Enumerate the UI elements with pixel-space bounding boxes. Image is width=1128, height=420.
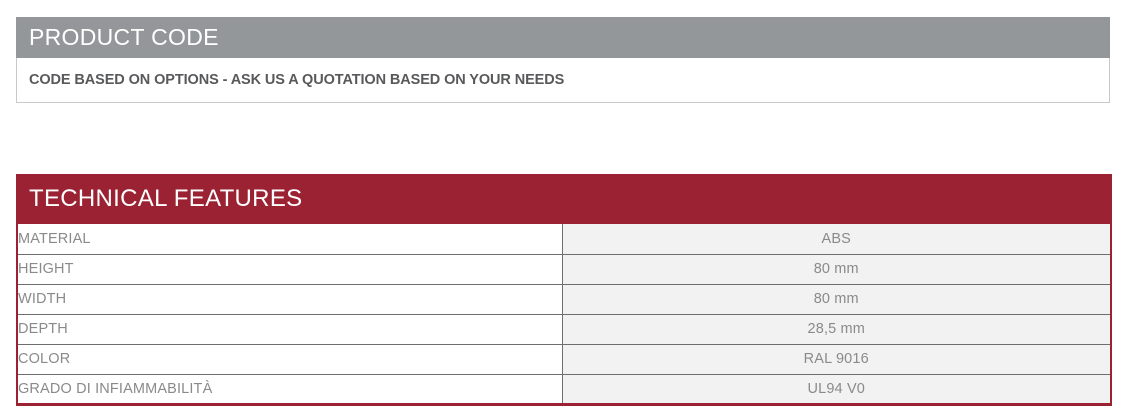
technical-features-table: MATERIAL ABS HEIGHT 80 mm WIDTH 80 mm DE… [16,224,1112,406]
table-row: COLOR RAL 9016 [17,344,1111,375]
spec-value: RAL 9016 [562,344,1111,375]
spec-value: ABS [562,224,1111,255]
spec-label: GRADO DI INFIAMMABILITÀ [17,374,563,404]
spec-value: 80 mm [562,284,1111,315]
product-code-description: CODE BASED ON OPTIONS - ASK US A QUOTATI… [29,72,565,88]
spec-label: HEIGHT [17,254,563,285]
product-code-header: PRODUCT CODE [16,17,1110,58]
spec-label: WIDTH [17,284,563,315]
technical-features-header: TECHNICAL FEATURES [16,174,1112,224]
table-row: MATERIAL ABS [17,224,1111,255]
table-row: GRADO DI INFIAMMABILITÀ UL94 V0 [17,374,1111,404]
product-code-panel: PRODUCT CODE CODE BASED ON OPTIONS - ASK… [16,17,1110,103]
spec-value: 28,5 mm [562,314,1111,345]
product-code-title: PRODUCT CODE [29,24,219,50]
spec-value: UL94 V0 [562,374,1111,404]
spec-value: 80 mm [562,254,1111,285]
table-row: DEPTH 28,5 mm [17,314,1111,345]
spec-label: MATERIAL [17,224,563,255]
spec-label: DEPTH [17,314,563,345]
technical-features-panel: TECHNICAL FEATURES MATERIAL ABS HEIGHT 8… [16,174,1112,406]
spec-label: COLOR [17,344,563,375]
technical-features-table-body: MATERIAL ABS HEIGHT 80 mm WIDTH 80 mm DE… [17,224,1111,404]
product-code-body: CODE BASED ON OPTIONS - ASK US A QUOTATI… [16,58,1110,103]
technical-features-title: TECHNICAL FEATURES [29,185,303,212]
table-row: HEIGHT 80 mm [17,254,1111,285]
table-row: WIDTH 80 mm [17,284,1111,315]
